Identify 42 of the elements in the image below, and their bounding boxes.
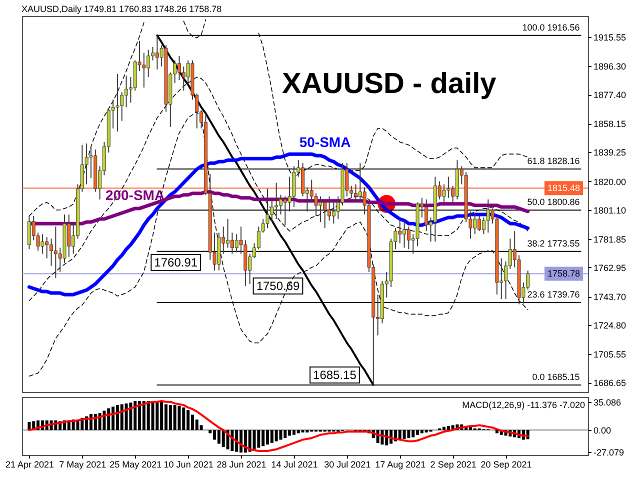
series-label: 50-SMA [299,134,351,150]
y-tick-label: 0.00 [594,426,612,436]
ref-line-label: 1758.78 [547,268,580,279]
y-tick-label: 1915.55 [594,32,626,42]
y-tick-label: 1839.25 [594,148,626,158]
y-tick-label: 1820.00 [594,176,626,187]
x-tick-label: 30 Jul 2021 [324,460,371,470]
annotation: 1750.69 [256,279,300,293]
y-tick-label: 1762.95 [594,262,626,273]
annotation: 1760.91 [154,256,198,270]
y-tick-label: 1705.55 [594,350,626,360]
legend-label: 38.2 1773.55 [527,238,580,248]
x-tick-label: 14 Jul 2021 [271,460,318,470]
x-tick-label: 10 Jun 2021 [164,460,214,470]
x-tick-label: 17 Aug 2021 [375,460,426,470]
y-tick-label: 1743.70 [594,292,626,302]
chart-title: MACD(12,26,9) -11.376 -7.020 [462,400,585,410]
x-tick-label: 7 May 2021 [59,460,106,470]
annotation: 1685.15 [313,368,357,382]
y-tick-label: 35.086 [594,397,622,408]
x-tick-label: 20 Sep 2021 [480,460,532,470]
y-tick-label: 1686.65 [594,378,626,388]
legend-label: 23.6 1739.76 [527,289,580,300]
ref-line-label: 1815.48 [547,183,580,194]
chart-subtitle: XAUUSD,Daily 1749.81 1760.83 1748.26 1758.78 [22,4,222,14]
series-label: 100.0 1916.56 [522,22,580,32]
y-tick-label: 1877.40 [594,90,626,100]
y-tick-label: 1896.30 [594,62,626,72]
text: XAUUSD - daily [282,68,496,100]
x-tick-label: 28 Jun 2021 [216,460,266,470]
y-tick-label: -27.079 [594,447,624,458]
y-tick-label: 1858.15 [594,119,626,130]
x-tick-label: 25 May 2021 [110,460,162,470]
y-tick-label: 1724.80 [594,320,626,331]
x-tick-label: 21 Apr 2021 [5,460,54,470]
series-label: 50.0 1800.86 [527,197,580,208]
x-tick-label: 2 Sep 2021 [430,460,476,470]
y-tick-label: 1801.10 [594,205,626,216]
series-label: 0.0 1685.15 [532,372,580,382]
y-tick-label: 1781.85 [594,234,626,244]
series-label: 61.8 1828.16 [527,156,580,166]
series-label: 200-SMA [105,187,165,203]
